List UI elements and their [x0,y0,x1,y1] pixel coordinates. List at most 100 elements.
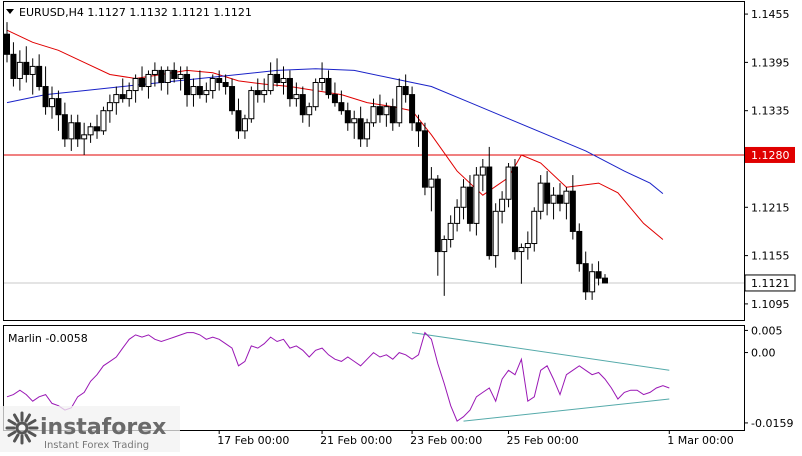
candle-bullish [113,94,120,104]
indicator-header: Marlin -0.0058 [8,332,88,345]
candle-bearish [94,126,101,132]
candle-bullish [383,106,390,116]
candle-bullish [589,271,596,293]
logo-star-ray [27,430,37,437]
indicator-tick-label: 0.005 [751,324,783,337]
candle-bearish [274,73,281,84]
candle-bullish [505,166,512,200]
candle-bearish [286,77,293,100]
candle-bearish [582,263,589,293]
candle-bullish [319,77,326,84]
candle-bearish [229,86,236,112]
candle-bearish [222,82,229,88]
candle-bearish [486,166,493,257]
candle-bearish [158,69,165,84]
price-tick-label: 1.1335 [751,105,790,118]
candle-bullish [106,102,113,112]
candle-bearish [389,106,396,124]
candle-bearish [344,110,351,124]
candle-bullish [209,77,216,92]
logo-star-ray [27,419,37,426]
candle-bullish [248,90,255,120]
instaforex-logo: instaforex Instant Forex Trading [0,406,180,452]
candle-bearish [4,33,10,55]
chart-menu-arrow-icon[interactable] [6,9,14,14]
indicator-tick-label: -0.0159 [751,417,793,430]
candle-bearish [119,94,126,100]
logo-brand-text: instaforex [40,415,166,440]
candle-bullish [16,61,23,79]
logo-star-core [15,421,29,435]
logo-star-ray [24,433,31,443]
candle-bullish [479,166,486,176]
main-plot-area [4,22,744,300]
current-price-label: 1.1121 [751,277,790,290]
logo-star-ray [13,433,20,443]
symbol-header: EURUSD,H4 1.1127 1.1132 1.1121 1.1121 [19,6,252,19]
candle-bullish [524,243,531,249]
time-axis: 17 Feb 00:00 21 Feb 00:00 23 Feb 00:00 25 F… [217,430,734,447]
candle-bullish [132,77,139,92]
candle-bearish [466,186,473,224]
candle-bearish [299,94,306,116]
candle-bullish [177,73,184,79]
candle-bullish [351,118,358,124]
level-price-box [745,146,795,163]
candle-bearish [595,271,602,279]
candle-bullish [454,206,461,224]
candle-bullish [364,122,371,140]
candle-bearish [415,122,422,132]
candle-bullish [563,190,570,204]
price-tick-label: 1.1455 [751,8,790,21]
candle-bearish [409,94,416,124]
candle-bullish [447,222,454,240]
logo-star-ray [13,413,20,423]
candle-bearish [325,77,332,96]
candle-bullish [81,134,88,140]
candle-bullish [537,182,544,212]
candle-bullish [29,65,36,75]
candle-bullish [190,86,197,96]
marlin-line [6,331,670,422]
candle-bearish [511,166,518,253]
candle-bearish [569,190,576,232]
indicator-plot-area [6,331,670,422]
candle-bearish [235,110,242,132]
price-tick-label: 1.1395 [751,56,790,69]
candle-bearish [61,114,68,140]
candle-bullish [87,126,94,136]
candle-bearish [576,230,583,265]
candle-bearish [601,277,608,284]
moving-average-line [6,29,664,240]
candle-bearish [544,182,551,204]
candle-bullish [441,238,448,253]
candle-bearish [254,90,261,96]
price-tick-label: 1.1215 [751,201,790,214]
time-tick-label: 25 Feb 00:00 [507,434,579,447]
candle-bullish [499,198,506,212]
candle-bullish [473,174,480,224]
price-tick-label: 1.1095 [751,298,790,311]
candle-bearish [23,61,30,75]
candle-bearish [376,106,383,116]
candle-bullish [293,94,300,100]
candle-bullish [518,247,525,253]
time-tick-label: 23 Feb 00:00 [410,434,482,447]
price-tick-label: 1.1155 [751,250,790,263]
candle-bearish [556,194,563,204]
candle-bullish [396,86,403,124]
candle-bearish [402,86,409,96]
logo-tagline-text: Instant Forex Trading [44,440,149,451]
candle-bullish [370,106,377,124]
candle-bullish [241,118,248,132]
candle-bearish [434,178,441,253]
candle-bearish [184,73,191,96]
candle-bearish [55,98,62,116]
candle-bullish [100,110,107,132]
time-tick-label: 1 Mar 00:00 [667,434,733,447]
time-tick-label: 17 Feb 00:00 [217,434,289,447]
candle-bullish [68,122,75,140]
candle-bullish [306,106,313,116]
